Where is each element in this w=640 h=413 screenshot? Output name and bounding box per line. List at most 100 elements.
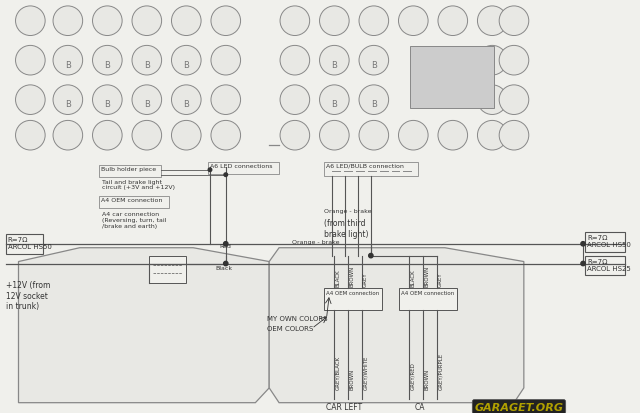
Circle shape bbox=[499, 121, 529, 151]
Text: CAR LEFT: CAR LEFT bbox=[326, 402, 362, 411]
Circle shape bbox=[15, 121, 45, 151]
Circle shape bbox=[132, 85, 162, 115]
Text: B: B bbox=[144, 60, 150, 69]
Bar bbox=[585, 256, 625, 276]
Circle shape bbox=[53, 7, 83, 36]
Text: B: B bbox=[371, 100, 377, 109]
Circle shape bbox=[319, 85, 349, 115]
Text: A4 OEM connection: A4 OEM connection bbox=[401, 290, 454, 295]
Circle shape bbox=[319, 7, 349, 36]
Text: B: B bbox=[65, 60, 71, 69]
Text: A6 LED/BULB connection: A6 LED/BULB connection bbox=[326, 164, 404, 169]
Circle shape bbox=[211, 46, 241, 76]
Circle shape bbox=[208, 169, 212, 172]
Circle shape bbox=[211, 7, 241, 36]
Circle shape bbox=[399, 7, 428, 36]
Text: CA: CA bbox=[415, 402, 426, 411]
Bar bbox=[99, 197, 168, 209]
Text: BLACK: BLACK bbox=[410, 269, 415, 287]
Circle shape bbox=[172, 7, 201, 36]
Circle shape bbox=[132, 7, 162, 36]
Circle shape bbox=[224, 173, 228, 177]
Circle shape bbox=[359, 85, 388, 115]
Circle shape bbox=[223, 242, 228, 246]
Circle shape bbox=[93, 85, 122, 115]
Text: A4 OEM connection: A4 OEM connection bbox=[101, 198, 163, 203]
Text: R=7Ω
ARCOL HS25: R=7Ω ARCOL HS25 bbox=[587, 258, 631, 271]
Circle shape bbox=[132, 46, 162, 76]
Bar bbox=[148, 256, 186, 284]
Text: Tail and brake light
circuit (+3V and +12V): Tail and brake light circuit (+3V and +1… bbox=[102, 179, 175, 190]
Bar bbox=[324, 162, 418, 176]
Circle shape bbox=[477, 85, 507, 115]
Text: BROWN: BROWN bbox=[424, 265, 429, 287]
Text: B: B bbox=[104, 60, 110, 69]
Circle shape bbox=[319, 121, 349, 151]
Circle shape bbox=[438, 7, 468, 36]
Circle shape bbox=[172, 46, 201, 76]
Text: R=7Ω
ARCOL HS50: R=7Ω ARCOL HS50 bbox=[587, 234, 631, 247]
Circle shape bbox=[319, 46, 349, 76]
Text: GREY: GREY bbox=[363, 272, 368, 287]
Circle shape bbox=[280, 46, 310, 76]
Text: GREY/BLACK: GREY/BLACK bbox=[335, 355, 340, 389]
Circle shape bbox=[399, 121, 428, 151]
Text: Black: Black bbox=[215, 266, 232, 271]
Circle shape bbox=[172, 85, 201, 115]
Circle shape bbox=[15, 85, 45, 115]
Circle shape bbox=[499, 7, 529, 36]
Bar bbox=[410, 47, 494, 108]
Circle shape bbox=[53, 46, 83, 76]
Circle shape bbox=[477, 121, 507, 151]
Bar bbox=[6, 234, 43, 254]
Text: (from third
brake light): (from third brake light) bbox=[324, 218, 369, 238]
Text: A4 OEM connection: A4 OEM connection bbox=[326, 290, 380, 295]
Text: Orange - brake: Orange - brake bbox=[324, 209, 372, 214]
Text: R=7Ω
ARCOL HS50: R=7Ω ARCOL HS50 bbox=[8, 236, 51, 249]
Text: BROWN: BROWN bbox=[424, 368, 429, 389]
Bar bbox=[208, 162, 279, 174]
Text: BLACK: BLACK bbox=[335, 269, 340, 287]
Text: GARAGET.ORG: GARAGET.ORG bbox=[474, 402, 563, 412]
Bar bbox=[99, 166, 161, 177]
Polygon shape bbox=[19, 248, 269, 403]
Bar bbox=[324, 289, 381, 310]
Circle shape bbox=[581, 242, 585, 246]
Circle shape bbox=[15, 46, 45, 76]
Circle shape bbox=[280, 7, 310, 36]
Circle shape bbox=[93, 7, 122, 36]
Text: OEM COLORS: OEM COLORS bbox=[268, 325, 314, 331]
Polygon shape bbox=[269, 248, 524, 403]
Circle shape bbox=[359, 46, 388, 76]
Text: +12V (from
12V socket
in trunk): +12V (from 12V socket in trunk) bbox=[6, 280, 50, 310]
Text: Red: Red bbox=[220, 243, 232, 248]
Text: B: B bbox=[371, 60, 377, 69]
Text: GREY/WHITE: GREY/WHITE bbox=[363, 355, 368, 389]
Text: B: B bbox=[183, 100, 189, 109]
Text: BROWN: BROWN bbox=[349, 265, 354, 287]
Text: GREY: GREY bbox=[438, 272, 443, 287]
Text: A6 LED connections: A6 LED connections bbox=[210, 164, 273, 169]
Text: B: B bbox=[183, 60, 189, 69]
Circle shape bbox=[132, 121, 162, 151]
Circle shape bbox=[581, 262, 585, 266]
Circle shape bbox=[359, 7, 388, 36]
Text: Orange - brake: Orange - brake bbox=[292, 239, 339, 244]
Circle shape bbox=[369, 254, 373, 258]
Bar bbox=[399, 289, 457, 310]
Text: GREY/PURPLE: GREY/PURPLE bbox=[438, 352, 443, 389]
Text: B: B bbox=[332, 60, 337, 69]
Circle shape bbox=[280, 121, 310, 151]
Text: B: B bbox=[332, 100, 337, 109]
Circle shape bbox=[438, 121, 468, 151]
Circle shape bbox=[223, 262, 228, 266]
Text: Bulb holder piece: Bulb holder piece bbox=[101, 166, 157, 171]
Circle shape bbox=[477, 7, 507, 36]
Text: BROWN: BROWN bbox=[349, 368, 354, 389]
Circle shape bbox=[211, 85, 241, 115]
Circle shape bbox=[499, 46, 529, 76]
Circle shape bbox=[93, 121, 122, 151]
Bar bbox=[585, 233, 625, 252]
Circle shape bbox=[211, 121, 241, 151]
Circle shape bbox=[15, 7, 45, 36]
